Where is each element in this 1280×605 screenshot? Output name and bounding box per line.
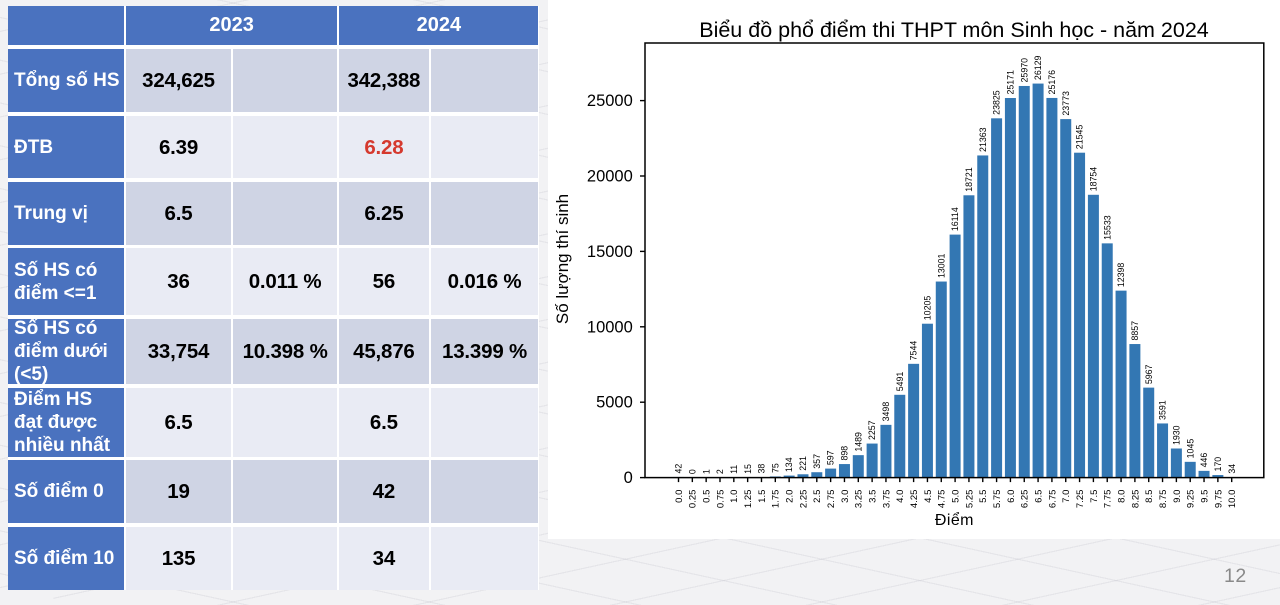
svg-text:134: 134 bbox=[784, 457, 794, 472]
svg-text:8.75: 8.75 bbox=[1158, 490, 1169, 509]
svg-text:5000: 5000 bbox=[596, 394, 633, 412]
svg-text:2.25: 2.25 bbox=[798, 490, 809, 509]
svg-text:6.75: 6.75 bbox=[1047, 490, 1058, 509]
svg-text:10205: 10205 bbox=[923, 296, 933, 321]
svg-text:10.0: 10.0 bbox=[1227, 490, 1238, 509]
svg-text:1.0: 1.0 bbox=[729, 490, 740, 503]
svg-text:7.5: 7.5 bbox=[1089, 490, 1100, 503]
svg-text:6.0: 6.0 bbox=[1006, 490, 1017, 503]
svg-text:25000: 25000 bbox=[587, 92, 633, 110]
svg-text:21545: 21545 bbox=[1075, 125, 1085, 150]
svg-text:2.5: 2.5 bbox=[812, 490, 823, 503]
svg-text:9.0: 9.0 bbox=[1172, 490, 1183, 503]
svg-text:0.5: 0.5 bbox=[702, 490, 713, 503]
svg-text:9.75: 9.75 bbox=[1213, 490, 1224, 509]
svg-text:1.25: 1.25 bbox=[743, 490, 754, 509]
svg-text:5.5: 5.5 bbox=[978, 490, 989, 503]
svg-text:20000: 20000 bbox=[587, 168, 633, 186]
svg-text:26129: 26129 bbox=[1033, 56, 1043, 81]
svg-text:3.75: 3.75 bbox=[881, 490, 892, 509]
svg-text:4.5: 4.5 bbox=[923, 490, 934, 503]
svg-text:2257: 2257 bbox=[867, 420, 877, 440]
svg-text:13001: 13001 bbox=[936, 253, 946, 278]
svg-text:Số lượng thí sinh: Số lượng thí sinh bbox=[553, 194, 572, 324]
svg-text:7.0: 7.0 bbox=[1061, 490, 1072, 503]
svg-text:1489: 1489 bbox=[853, 432, 863, 452]
svg-text:Biểu đồ phổ điểm thi THPT môn: Biểu đồ phổ điểm thi THPT môn Sinh học -… bbox=[699, 18, 1209, 42]
svg-text:23773: 23773 bbox=[1061, 91, 1071, 116]
svg-text:18721: 18721 bbox=[964, 167, 974, 192]
svg-text:4.75: 4.75 bbox=[937, 490, 948, 509]
svg-text:8.0: 8.0 bbox=[1116, 490, 1127, 503]
svg-text:4.0: 4.0 bbox=[895, 490, 906, 503]
svg-text:18754: 18754 bbox=[1089, 167, 1099, 192]
svg-text:16114: 16114 bbox=[950, 207, 960, 231]
svg-text:10000: 10000 bbox=[587, 318, 633, 336]
svg-text:9.25: 9.25 bbox=[1186, 490, 1197, 509]
svg-text:9.5: 9.5 bbox=[1199, 490, 1210, 503]
svg-text:7.75: 7.75 bbox=[1103, 490, 1114, 509]
svg-text:5.25: 5.25 bbox=[964, 490, 975, 509]
svg-text:8.25: 8.25 bbox=[1130, 490, 1141, 509]
svg-text:3498: 3498 bbox=[881, 402, 891, 422]
svg-text:0: 0 bbox=[624, 469, 633, 487]
svg-text:5491: 5491 bbox=[895, 372, 905, 392]
svg-text:11: 11 bbox=[729, 465, 739, 474]
svg-text:3.5: 3.5 bbox=[868, 490, 879, 503]
svg-text:0.25: 0.25 bbox=[688, 490, 699, 509]
svg-text:357: 357 bbox=[812, 454, 822, 469]
svg-text:12398: 12398 bbox=[1116, 263, 1126, 288]
svg-text:15: 15 bbox=[743, 464, 753, 474]
svg-text:25171: 25171 bbox=[1006, 70, 1016, 95]
svg-text:Điểm: Điểm bbox=[935, 511, 974, 529]
svg-text:0.0: 0.0 bbox=[674, 490, 685, 503]
svg-text:5.0: 5.0 bbox=[951, 490, 962, 503]
svg-text:42: 42 bbox=[674, 464, 684, 474]
svg-text:25176: 25176 bbox=[1047, 70, 1057, 95]
svg-text:75: 75 bbox=[770, 463, 780, 473]
svg-text:3.0: 3.0 bbox=[840, 490, 851, 503]
svg-text:1930: 1930 bbox=[1171, 425, 1181, 445]
svg-text:1045: 1045 bbox=[1185, 439, 1195, 459]
svg-text:15533: 15533 bbox=[1102, 215, 1112, 240]
svg-text:38: 38 bbox=[757, 464, 767, 474]
svg-text:1.5: 1.5 bbox=[757, 490, 768, 503]
svg-text:1: 1 bbox=[701, 469, 711, 474]
svg-text:7544: 7544 bbox=[909, 341, 919, 361]
svg-text:597: 597 bbox=[826, 450, 836, 465]
svg-text:6.5: 6.5 bbox=[1033, 490, 1044, 503]
svg-text:25970: 25970 bbox=[1019, 58, 1029, 83]
svg-text:0.75: 0.75 bbox=[715, 490, 726, 509]
svg-text:3591: 3591 bbox=[1158, 400, 1168, 420]
svg-text:3.25: 3.25 bbox=[854, 490, 865, 509]
svg-text:2.75: 2.75 bbox=[826, 490, 837, 509]
svg-text:23825: 23825 bbox=[992, 90, 1002, 115]
svg-text:21363: 21363 bbox=[978, 127, 988, 152]
svg-text:221: 221 bbox=[798, 456, 808, 471]
svg-text:0: 0 bbox=[687, 469, 697, 474]
svg-text:8.5: 8.5 bbox=[1144, 490, 1155, 503]
svg-text:898: 898 bbox=[840, 446, 850, 461]
svg-text:7.25: 7.25 bbox=[1075, 490, 1086, 509]
svg-text:5.75: 5.75 bbox=[992, 490, 1003, 509]
svg-text:6.25: 6.25 bbox=[1020, 490, 1031, 509]
svg-text:15000: 15000 bbox=[587, 243, 633, 261]
svg-text:34: 34 bbox=[1227, 464, 1237, 474]
svg-text:5967: 5967 bbox=[1144, 364, 1154, 384]
svg-text:170: 170 bbox=[1213, 457, 1223, 472]
svg-text:2: 2 bbox=[715, 469, 725, 474]
svg-text:1.75: 1.75 bbox=[771, 490, 782, 509]
svg-text:4.25: 4.25 bbox=[909, 490, 920, 509]
svg-text:2.0: 2.0 bbox=[785, 490, 796, 503]
svg-text:8857: 8857 bbox=[1130, 321, 1140, 341]
svg-text:446: 446 bbox=[1199, 453, 1209, 468]
